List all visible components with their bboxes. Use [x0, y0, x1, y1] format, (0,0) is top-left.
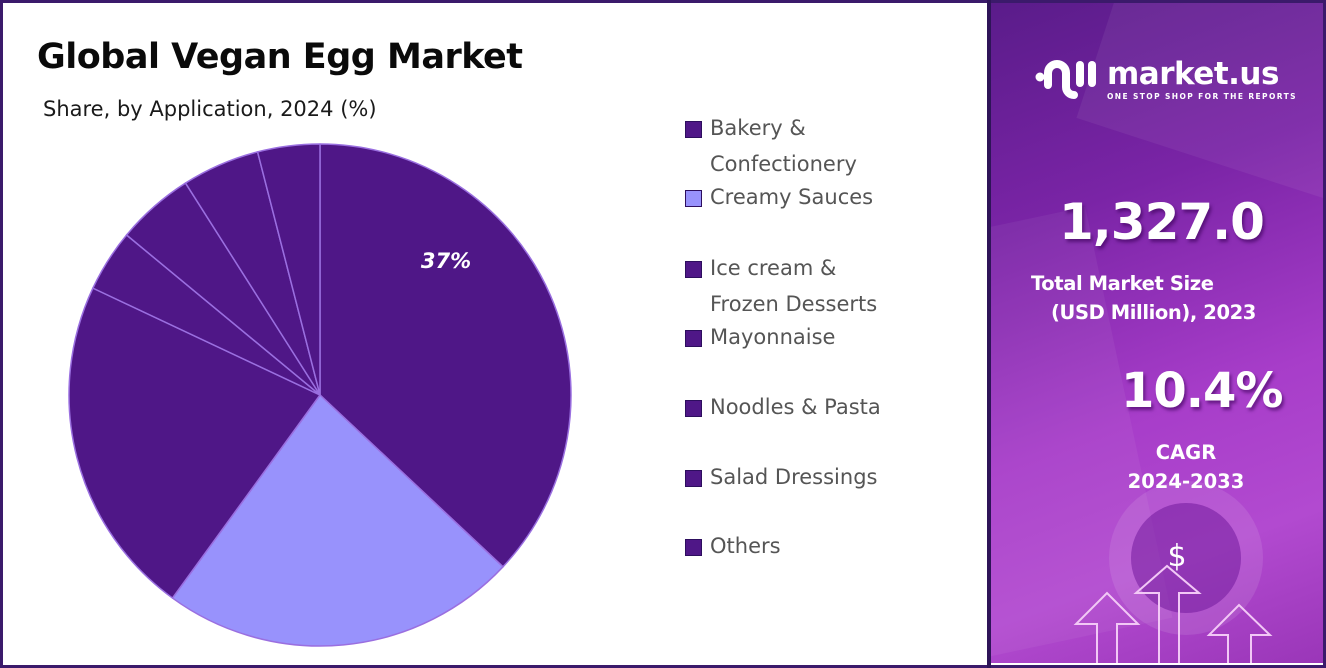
legend-label: Noodles & Pasta	[710, 395, 881, 419]
market-size-label: Total Market Size (USD Million), 2023	[1031, 269, 1301, 327]
legend-item-salad-dressings: Salad Dressings	[685, 462, 877, 495]
dollar-icon: $	[1167, 539, 1186, 574]
legend-item-ice-cream: Ice cream & Frozen Desserts	[685, 253, 877, 322]
legend-swatch-icon	[685, 330, 702, 347]
legend-item-mayonnaise: Mayonnaise	[685, 322, 835, 355]
brand-name: market.us	[1107, 55, 1279, 92]
cagr-label-line1: CAGR	[1155, 441, 1217, 464]
page-title: Global Vegan Egg Market	[37, 37, 523, 77]
legend-item-noodles-pasta: Noodles & Pasta	[685, 392, 881, 425]
cagr-label: CAGR 2024-2033	[1101, 438, 1271, 496]
legend-label: Mayonnaise	[710, 325, 836, 349]
market-size-label-line1: Total Market Size	[1031, 272, 1214, 295]
legend-label: Ice cream & Frozen Desserts	[710, 256, 878, 316]
legend-label: Bakery & Confectionery	[710, 116, 857, 176]
market-size-value: 1,327.0	[1059, 193, 1265, 251]
market-us-logo-icon	[1035, 60, 1096, 99]
legend-item-others: Others	[685, 531, 781, 564]
background-coin-circle	[1131, 503, 1241, 613]
market-size-label-line2: (USD Million), 2023	[1051, 301, 1256, 324]
brand-logo: market.us ONE STOP SHOP FOR THE REPORTS	[1035, 51, 1297, 107]
legend-swatch-icon	[685, 539, 702, 556]
stats-panel: market.us ONE STOP SHOP FOR THE REPORTS …	[991, 3, 1323, 663]
chart-panel: Global Vegan Egg Market Share, by Applic…	[3, 3, 987, 663]
legend-item-bakery: Bakery & Confectionery	[685, 113, 857, 182]
panel-divider	[987, 0, 991, 668]
legend-label: Creamy Sauces	[710, 185, 874, 209]
brand-tagline: ONE STOP SHOP FOR THE REPORTS	[1107, 91, 1297, 101]
legend-item-creamy-sauces: Creamy Sauces	[685, 182, 873, 215]
legend-swatch-icon	[685, 470, 702, 487]
cagr-value: 10.4%	[1121, 363, 1284, 419]
legend-swatch-icon	[685, 190, 702, 207]
up-arrow-icon	[1073, 564, 1273, 663]
legend-swatch-icon	[685, 400, 702, 417]
legend-label: Salad Dressings	[710, 465, 878, 489]
chart-subtitle: Share, by Application, 2024 (%)	[43, 97, 377, 121]
legend-swatch-icon	[685, 261, 702, 278]
legend-label: Others	[710, 534, 781, 558]
pie-slice-others	[256, 143, 321, 396]
slice-label-bakery: 37%	[421, 249, 471, 273]
pie-slices	[68, 143, 572, 647]
pie-slice-creamy-sauces	[171, 394, 504, 647]
growth-arrows-decoration: $	[1073, 539, 1273, 663]
legend-swatch-icon	[685, 121, 702, 138]
pie-chart: 37%	[68, 143, 572, 647]
cagr-label-line2: 2024-2033	[1127, 470, 1245, 493]
pie-slice-bakery-confectionery	[319, 143, 572, 568]
